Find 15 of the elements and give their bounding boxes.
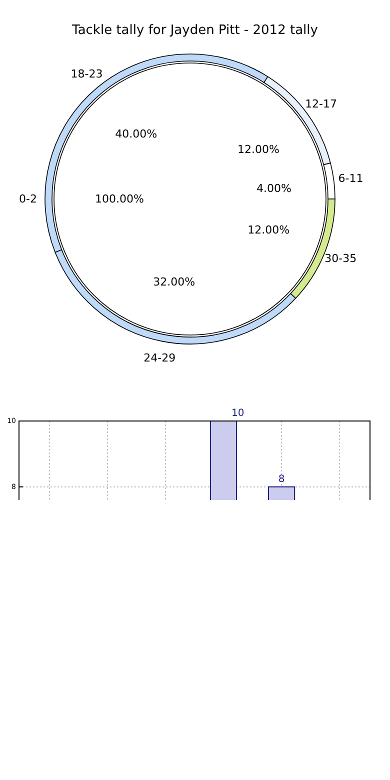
chart-title: Tackle tally for Jayden Pitt - 2012 tally — [71, 23, 318, 38]
slice-label: 6-11 — [338, 172, 364, 186]
data-label: 40.00% — [115, 127, 158, 140]
slice-label: 18-23 — [70, 68, 103, 81]
slice-label: 30-35 — [324, 252, 357, 266]
slice-label: 12-17 — [305, 97, 338, 110]
data-label: 32.00% — [153, 276, 196, 289]
slice-label: 24-29 — [144, 352, 176, 365]
data-label: 12.00% — [248, 224, 290, 237]
data-label: 10 — [232, 408, 244, 419]
data-label: 12.00% — [237, 142, 280, 156]
data-label: 4.00% — [256, 182, 292, 195]
slice-label: 0-2 — [19, 192, 37, 206]
data-label: 8 — [278, 474, 285, 485]
data-label: 100.00% — [95, 192, 144, 206]
